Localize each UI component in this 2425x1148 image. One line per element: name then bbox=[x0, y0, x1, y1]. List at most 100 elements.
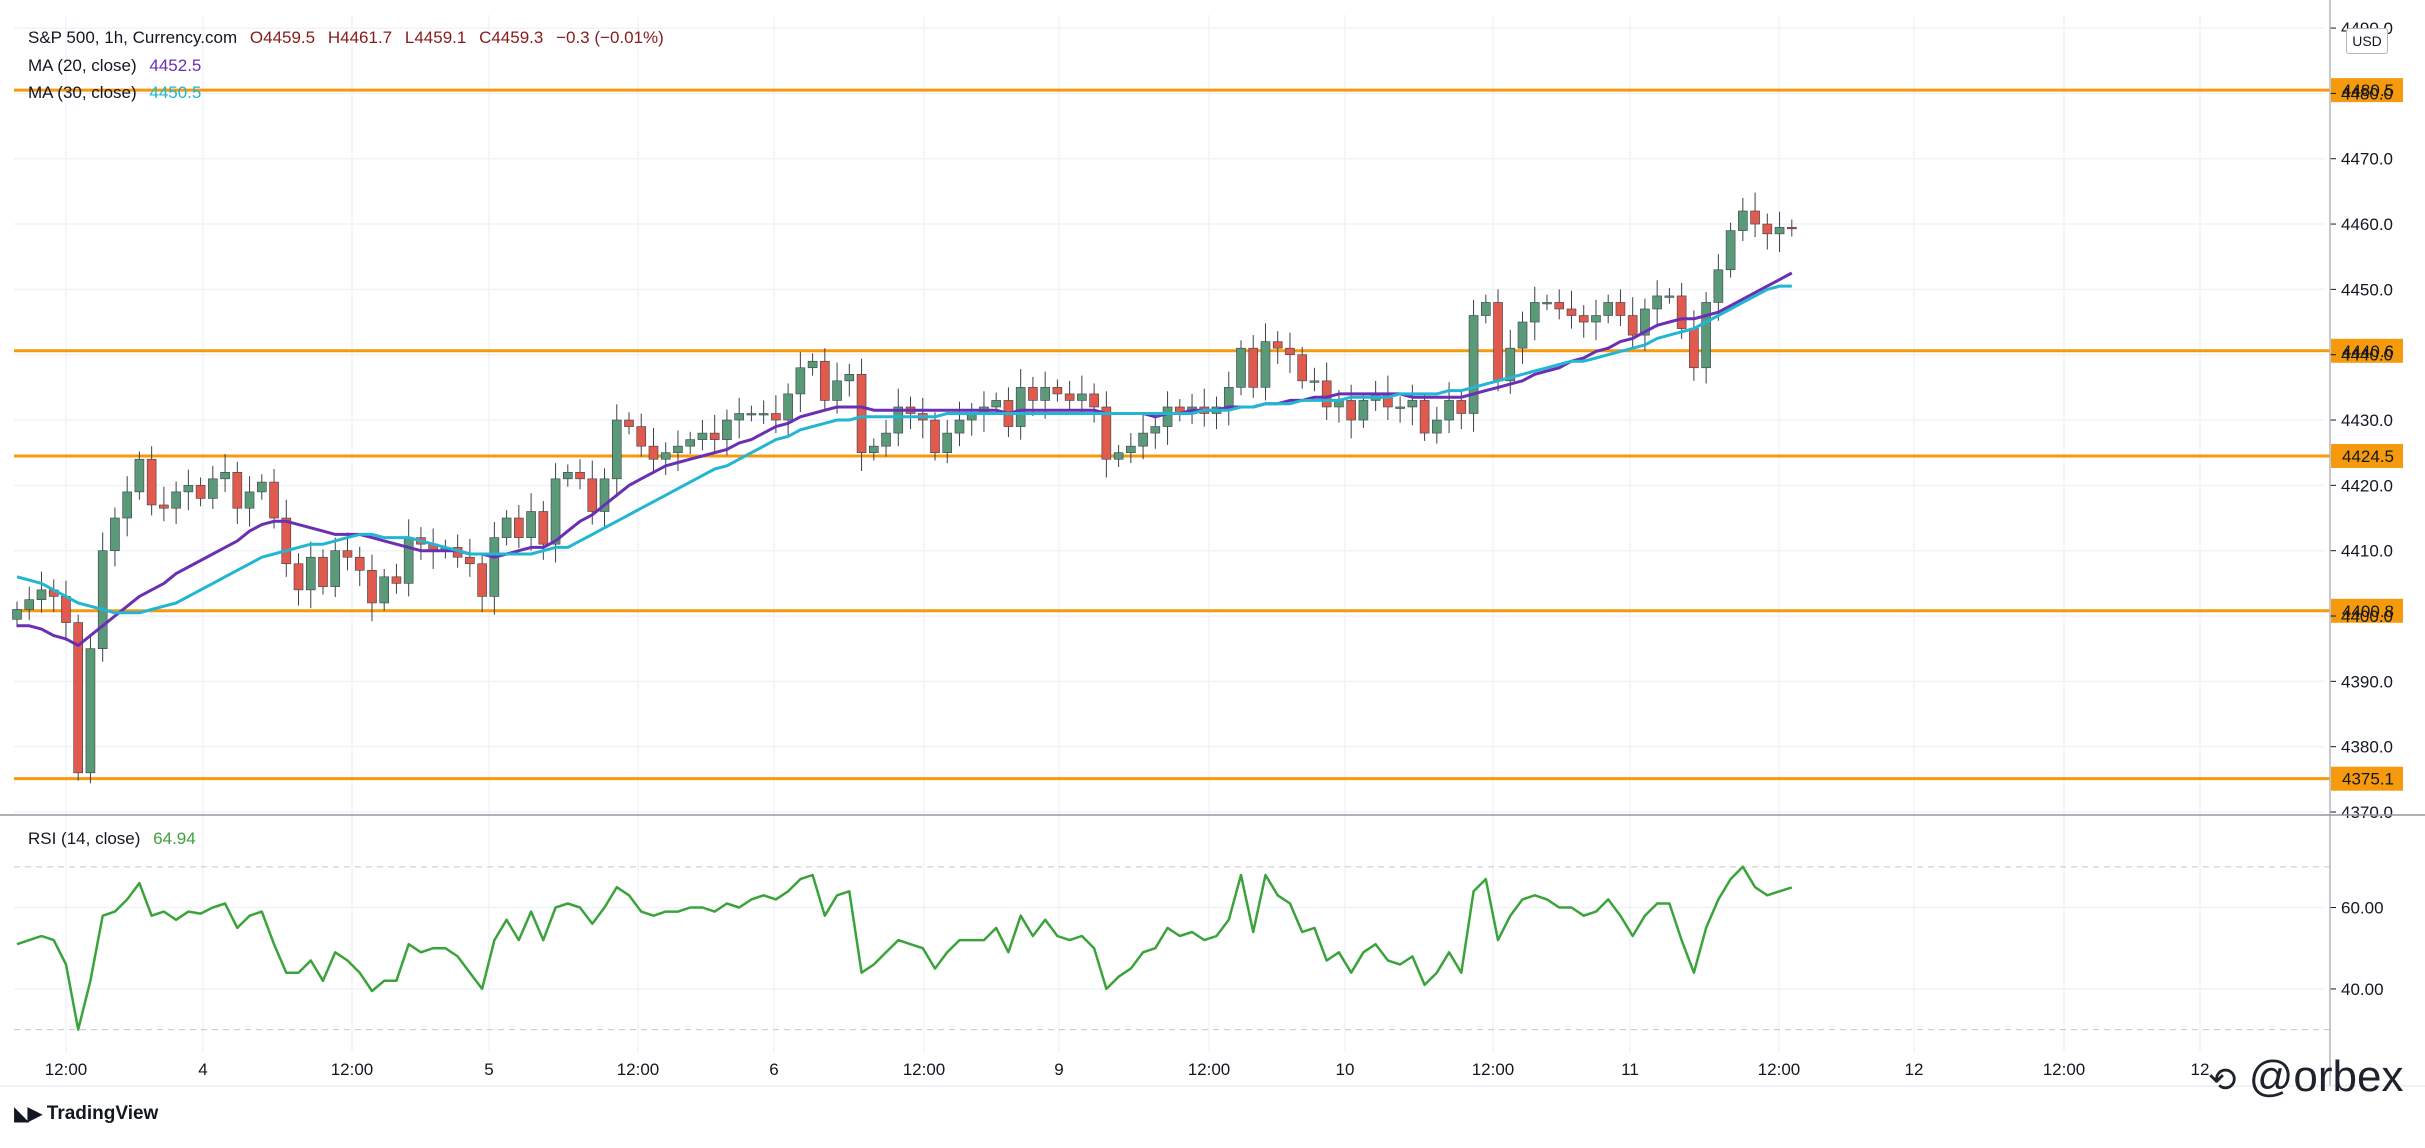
candle-body bbox=[1444, 400, 1454, 421]
time-tick-label: 4 bbox=[198, 1060, 207, 1079]
rsi-label: RSI (14, close) bbox=[28, 829, 141, 848]
candle-body bbox=[1285, 347, 1295, 356]
candle-body bbox=[942, 432, 953, 453]
level-label: 4480.5 bbox=[2342, 81, 2394, 100]
price-tick-label: 4430.0 bbox=[2341, 411, 2393, 430]
ma30-line bbox=[16, 284, 1792, 615]
candle-body bbox=[1432, 419, 1442, 434]
level-label: 4440.6 bbox=[2342, 342, 2394, 361]
candle-body bbox=[1493, 302, 1503, 382]
tradingview-logo[interactable]: ◣▶ TradingView bbox=[14, 1101, 158, 1126]
candle-body bbox=[1750, 210, 1760, 225]
price-tick-label: 4420.0 bbox=[2341, 476, 2393, 495]
candle-body bbox=[232, 471, 243, 509]
candle-body bbox=[758, 413, 769, 416]
candle-body bbox=[110, 517, 120, 551]
candle-body bbox=[1701, 302, 1711, 369]
candle-body bbox=[538, 511, 549, 545]
candle-body bbox=[1077, 393, 1087, 401]
candle-body bbox=[1505, 347, 1516, 382]
candle-body bbox=[391, 576, 402, 584]
watermark-icon: ⟲ bbox=[2208, 1061, 2237, 1099]
price-tick-label: 4470.0 bbox=[2341, 150, 2393, 169]
candle-body bbox=[305, 556, 316, 591]
ma30-legend[interactable]: MA (30, close) 4450.5 bbox=[28, 83, 209, 103]
candle-body bbox=[697, 432, 708, 440]
candle-body bbox=[354, 556, 365, 571]
change-value: −0.3 (−0.01%) bbox=[556, 28, 664, 47]
candle-body bbox=[856, 374, 867, 453]
ma20-label: MA (20, close) bbox=[28, 56, 137, 75]
candle-body bbox=[868, 445, 879, 453]
low-value: 4459.1 bbox=[414, 28, 467, 47]
candle-body bbox=[1738, 210, 1748, 231]
candle-body bbox=[709, 432, 720, 440]
open-letter: O bbox=[249, 28, 264, 47]
low-letter: L bbox=[404, 28, 415, 47]
candle-body bbox=[587, 478, 598, 512]
time-tick-label: 12 bbox=[1905, 1060, 1924, 1079]
candle-body bbox=[1713, 269, 1724, 303]
level-label-bg bbox=[2331, 338, 2403, 363]
candle-body bbox=[1272, 341, 1283, 349]
tradingview-logo-text: TradingView bbox=[46, 1102, 159, 1124]
candle-body bbox=[24, 599, 35, 610]
candle-body bbox=[844, 374, 855, 382]
candle-body bbox=[1689, 328, 1699, 369]
candle-body bbox=[73, 622, 83, 774]
rsi-legend[interactable]: RSI (14, close) 64.94 bbox=[28, 829, 204, 849]
currency-badge[interactable]: USD bbox=[2346, 28, 2388, 54]
candle-body bbox=[1407, 400, 1418, 408]
candle-body bbox=[1725, 230, 1736, 271]
candle-body bbox=[256, 481, 267, 493]
level-label-bg bbox=[2331, 78, 2403, 103]
candle-body bbox=[501, 517, 512, 538]
candle-body bbox=[1321, 380, 1332, 408]
rsi-tick-label: 60.00 bbox=[2341, 899, 2384, 918]
time-tick-label: 12:00 bbox=[1472, 1060, 1515, 1079]
time-tick-label: 11 bbox=[1621, 1060, 1639, 1079]
horizontal-levels: 4480.5 4440.6 4424.5 4400.8 4375.1 bbox=[14, 78, 2403, 791]
candles bbox=[12, 192, 1797, 784]
grid-layer bbox=[14, 15, 2325, 1052]
candle-body bbox=[991, 400, 1002, 408]
candle-body bbox=[1162, 406, 1173, 427]
level-label-bg bbox=[2331, 766, 2403, 791]
candle-body bbox=[1236, 347, 1246, 388]
candle-body bbox=[12, 609, 22, 620]
ma20-legend[interactable]: MA (20, close) 4452.5 bbox=[28, 56, 209, 76]
candle-body bbox=[1640, 308, 1650, 336]
candle-body bbox=[1297, 354, 1307, 382]
candle-body bbox=[330, 550, 341, 587]
candle-body bbox=[342, 550, 353, 558]
candle-body bbox=[1542, 302, 1552, 305]
candle-body bbox=[526, 511, 536, 538]
candle-body bbox=[1248, 347, 1259, 388]
close-value: 4459.3 bbox=[491, 28, 544, 47]
candle-body bbox=[1150, 426, 1161, 434]
ma30-label: MA (30, close) bbox=[28, 83, 137, 102]
time-tick-label: 12:00 bbox=[331, 1060, 374, 1079]
price-tick-label: 4440.0 bbox=[2341, 346, 2393, 365]
price-tick-label: 4410.0 bbox=[2341, 542, 2393, 561]
price-legend: S&P 500, 1h, Currency.com O4459.5 H4461.… bbox=[28, 28, 672, 48]
candle-body bbox=[1603, 302, 1613, 316]
candle-body bbox=[783, 393, 793, 421]
candle-body bbox=[562, 471, 573, 480]
candle-body bbox=[746, 413, 757, 416]
candle-body bbox=[1787, 227, 1797, 230]
candle-body bbox=[1615, 302, 1626, 316]
candle-body bbox=[1101, 406, 1112, 460]
high-value: 4461.7 bbox=[340, 28, 393, 47]
candle-body bbox=[244, 491, 255, 509]
symbol-label[interactable]: S&P 500, 1h, Currency.com bbox=[28, 28, 238, 47]
candle-body bbox=[685, 439, 696, 447]
candle-body bbox=[575, 471, 585, 480]
price-tick-label: 4480.0 bbox=[2341, 84, 2393, 103]
level-label-bg bbox=[2331, 598, 2403, 623]
candle-body bbox=[1664, 295, 1675, 298]
candle-body bbox=[146, 458, 157, 506]
time-tick-label: 6 bbox=[769, 1060, 778, 1079]
